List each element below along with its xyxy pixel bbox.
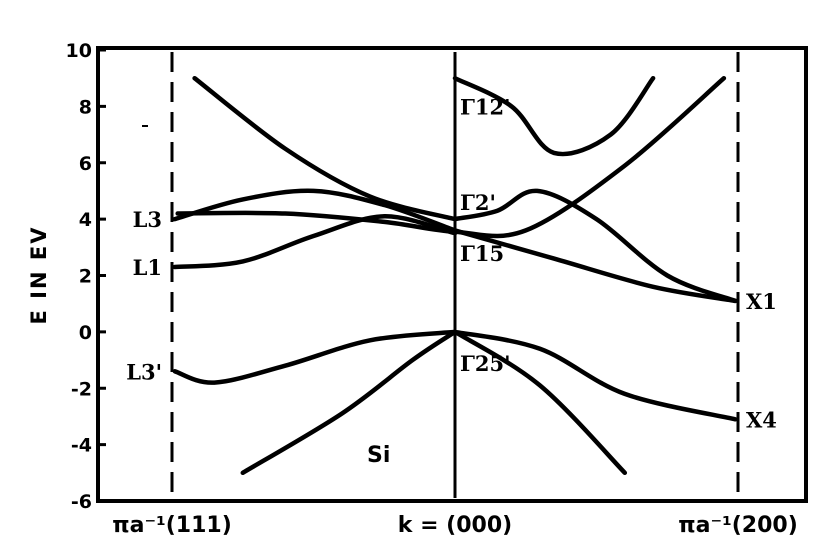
point-labels: L3 L1 L3' Γ12' Γ2' Γ15 Γ25' X1 X4 bbox=[126, 94, 777, 432]
band-curves bbox=[172, 75, 738, 476]
y-tick-label: -2 bbox=[71, 378, 92, 400]
band-line-5 bbox=[192, 75, 458, 222]
y-tick-label: 4 bbox=[79, 209, 92, 231]
point-label-8: X1 bbox=[746, 289, 777, 314]
point-label-3: L3' bbox=[126, 359, 162, 384]
x-tick-center: k = (000) bbox=[398, 513, 512, 538]
y-tick-label: 8 bbox=[79, 96, 92, 118]
point-label-1: L3 bbox=[133, 207, 162, 232]
band-line-7 bbox=[452, 75, 656, 157]
y-tick-label: -6 bbox=[71, 491, 92, 513]
band-line-10 bbox=[452, 329, 738, 422]
band-line-2 bbox=[172, 214, 458, 270]
band-line-9 bbox=[452, 228, 738, 304]
band-line-8 bbox=[452, 188, 738, 304]
band-line-6 bbox=[240, 329, 458, 476]
y-axis-label: E IN EV bbox=[27, 226, 51, 325]
band-line-4 bbox=[175, 75, 727, 239]
point-label-5: Γ2' bbox=[460, 190, 496, 215]
y-tick-label: 2 bbox=[79, 266, 92, 288]
y-tick-label: 6 bbox=[79, 153, 92, 175]
point-label-4: Γ12' bbox=[460, 94, 511, 119]
plot-frame bbox=[96, 46, 808, 503]
x-tick-left: πa⁻¹(111) bbox=[112, 513, 232, 538]
point-label-9: X4 bbox=[746, 407, 777, 432]
y-tick-label: 10 bbox=[66, 40, 92, 62]
point-label-7: Γ25' bbox=[460, 351, 511, 376]
point-label-6: Γ15 bbox=[460, 241, 504, 266]
y-tick-label: -4 bbox=[71, 435, 92, 457]
band-line-1 bbox=[172, 188, 458, 233]
y-tick-label: 0 bbox=[79, 322, 92, 344]
x-tick-right: πa⁻¹(200) bbox=[678, 513, 798, 538]
point-label-2: L1 bbox=[133, 255, 162, 280]
si-annotation: Si bbox=[367, 443, 390, 468]
y-axis-ticks: 10 8 6 4 2 0 -2 -4 -6 bbox=[66, 40, 106, 513]
band-line-3 bbox=[172, 329, 458, 385]
band-line-11 bbox=[452, 329, 628, 476]
